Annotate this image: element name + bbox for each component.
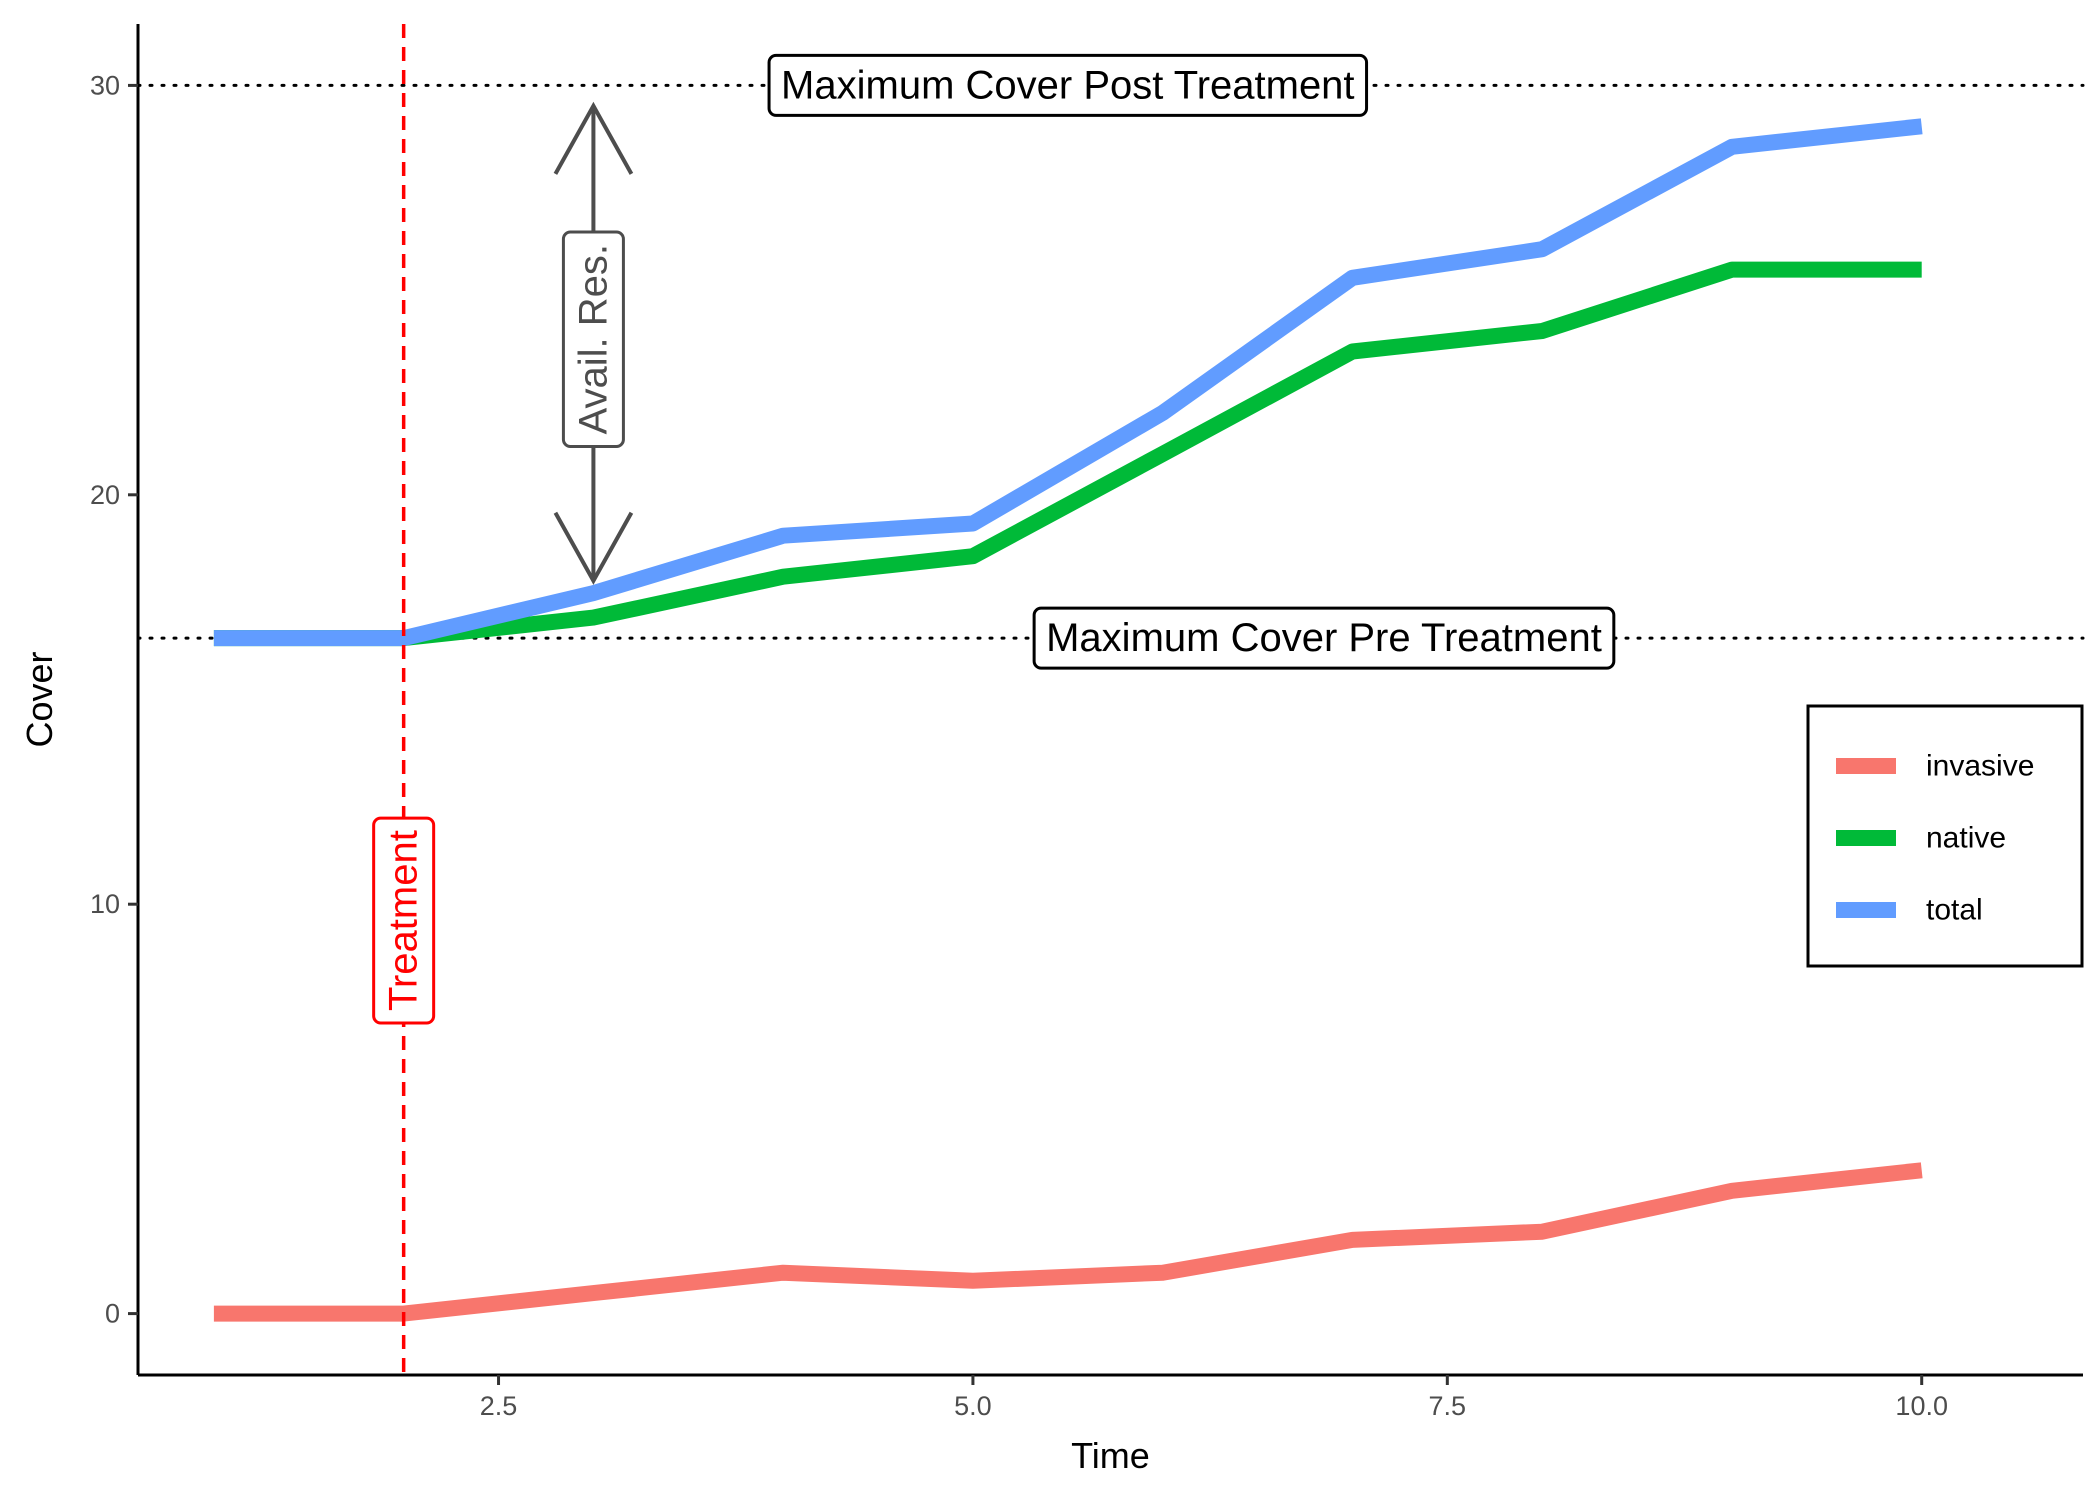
- legend-label-total: total: [1926, 894, 1983, 927]
- avail-res-arrow-head-bottom: [553, 511, 634, 585]
- series-line-total: [213, 118, 1923, 647]
- legend-label-native: native: [1926, 822, 2006, 855]
- y-tick-label: 10: [90, 889, 120, 919]
- max-cover-pre-label: Maximum Cover Pre Treatment: [1032, 606, 1616, 670]
- max-cover-pre-label-box: [1032, 606, 1616, 670]
- series-line-native: [213, 261, 1922, 647]
- series-line-invasive: [213, 1162, 1923, 1322]
- x-tick-label: 10.0: [1895, 1391, 1948, 1421]
- max-cover-pre-label-text: Maximum Cover Pre Treatment: [1046, 616, 1602, 660]
- treatment-label-box: [372, 816, 436, 1025]
- legend: invasive native total: [1806, 704, 2084, 968]
- avail-res-label: Avail. Res.: [561, 230, 625, 448]
- max-cover-post-label-box: [767, 53, 1369, 117]
- treatment-label: Treatment: [372, 816, 436, 1025]
- avail-res-label-box: [561, 230, 625, 448]
- series-lines: [213, 118, 1923, 1322]
- x-tick-label: 5.0: [954, 1391, 992, 1421]
- y-tick-label: 30: [90, 70, 120, 100]
- annotations: Maximum Cover Post Treatment Maximum Cove…: [372, 24, 1616, 1375]
- y-tick-label: 0: [105, 1299, 120, 1329]
- legend-label-invasive: invasive: [1926, 750, 2034, 783]
- treatment-label-text: Treatment: [382, 830, 426, 1011]
- max-cover-post-label: Maximum Cover Post Treatment: [767, 53, 1369, 117]
- x-axis-title: Time: [1071, 1435, 1150, 1476]
- avail-res-label-text: Avail. Res.: [571, 244, 615, 434]
- max-cover-post-label-text: Maximum Cover Post Treatment: [781, 63, 1355, 107]
- axes: 2.5 5.0 7.5 10.0 0 10 20 30 Time Cover: [19, 24, 2083, 1476]
- x-tick-label: 2.5: [480, 1391, 518, 1421]
- x-tick-label: 7.5: [1429, 1391, 1467, 1421]
- y-tick-label: 20: [90, 480, 120, 510]
- y-axis-title: Cover: [19, 651, 60, 747]
- avail-res-arrow-head-top: [553, 101, 634, 175]
